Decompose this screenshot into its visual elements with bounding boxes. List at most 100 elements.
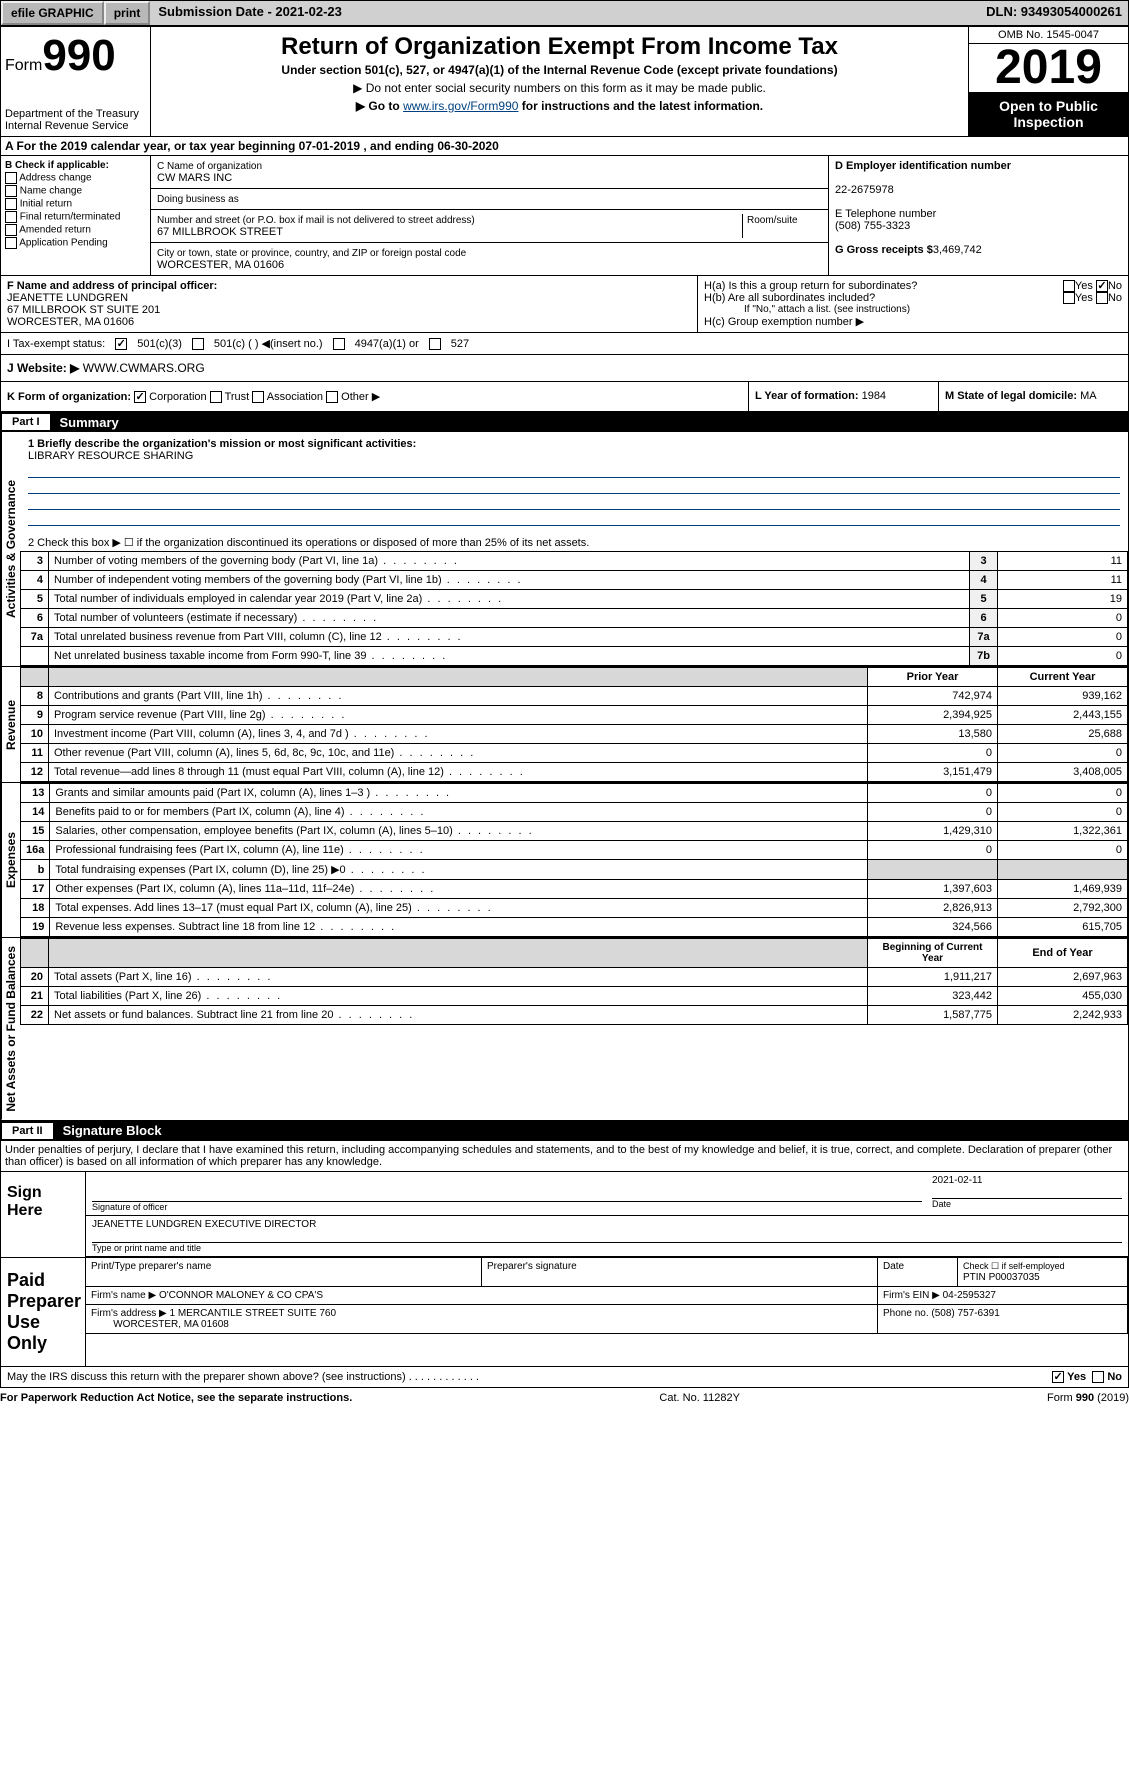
opt-address: Address change [19, 173, 91, 184]
vert-expenses: Expenses [1, 783, 20, 937]
tax-year: 2019 [969, 44, 1128, 92]
discuss-no[interactable] [1092, 1371, 1104, 1383]
gross-label: G Gross receipts $ [835, 244, 933, 256]
firm-addr: 1 MERCANTILE STREET SUITE 760 [170, 1308, 337, 1319]
part2-header: Part II Signature Block [0, 1121, 1129, 1141]
officer-addr1: 67 MILLBROOK ST SUITE 201 [7, 304, 160, 316]
chk-amended[interactable]: Amended return [5, 224, 146, 236]
footer-right: Form 990 (2019) [1047, 1392, 1129, 1404]
ha-no[interactable] [1096, 280, 1108, 292]
efile-button[interactable]: efile GRAPHIC [1, 1, 104, 25]
officer-name-title: JEANETTE LUNDGREN EXECUTIVE DIRECTOR [92, 1219, 316, 1230]
c-name-label: C Name of organization [157, 161, 262, 172]
chk-corp[interactable] [134, 391, 146, 403]
sign-here-label: Sign Here [1, 1172, 86, 1257]
firm-city: WORCESTER, MA 01608 [113, 1319, 229, 1330]
form-number: Form990 [5, 31, 146, 81]
date-label: Date [932, 1198, 1122, 1209]
dba-label: Doing business as [157, 194, 239, 205]
name-title-label: Type or print name and title [92, 1242, 1122, 1253]
officer-label: F Name and address of principal officer: [7, 280, 217, 292]
firm-phone-label: Phone no. [883, 1308, 929, 1319]
city-label: City or town, state or province, country… [157, 248, 466, 259]
prep-date-label: Date [878, 1258, 958, 1287]
form-990: 990 [42, 31, 115, 80]
section-j: J Website: ▶ WWW.CWMARS.ORG [0, 355, 1129, 382]
hb-label: H(b) Are all subordinates included? [704, 292, 875, 304]
part1-title: Summary [52, 413, 127, 432]
officer-sig-label: Signature of officer [92, 1201, 922, 1212]
print-button[interactable]: print [104, 1, 151, 25]
net-assets-table: Beginning of Current YearEnd of Year 20T… [20, 938, 1128, 1025]
section-i: I Tax-exempt status: 501(c)(3) 501(c) ( … [0, 333, 1129, 355]
chk-4947[interactable] [333, 338, 345, 350]
b-heading: B Check if applicable: [5, 160, 109, 171]
part2-title: Signature Block [55, 1121, 170, 1140]
ein-value: 22-2675978 [835, 184, 894, 196]
chk-assoc[interactable] [252, 391, 264, 403]
mission-label: 1 Briefly describe the organization's mi… [28, 438, 416, 450]
perjury-statement: Under penalties of perjury, I declare th… [0, 1141, 1129, 1172]
chk-address-change[interactable]: Address change [5, 172, 146, 184]
no-label2: No [1108, 292, 1122, 304]
chk-501c3[interactable] [115, 338, 127, 350]
chk-501c[interactable] [192, 338, 204, 350]
formation-year: 1984 [862, 390, 886, 402]
org-name: CW MARS INC [157, 172, 232, 184]
chk-other[interactable] [326, 391, 338, 403]
hb-yes[interactable] [1063, 292, 1075, 304]
part1-header: Part I Summary [0, 412, 1129, 432]
chk-initial[interactable]: Initial return [5, 198, 146, 210]
discuss-label: May the IRS discuss this return with the… [7, 1371, 406, 1383]
hb-no[interactable] [1096, 292, 1108, 304]
submission-date: Submission Date - 2021-02-23 [150, 1, 350, 25]
ein-label: D Employer identification number [835, 160, 1011, 172]
chk-527[interactable] [429, 338, 441, 350]
ha-label: H(a) Is this a group return for subordin… [704, 280, 917, 292]
phone-label: E Telephone number [835, 208, 936, 220]
vert-net-assets: Net Assets or Fund Balances [1, 938, 20, 1120]
discuss-yes[interactable] [1052, 1371, 1064, 1383]
domicile-state: MA [1080, 390, 1097, 402]
vert-governance: Activities & Governance [1, 432, 20, 666]
end-year-header: End of Year [998, 939, 1128, 968]
vert-revenue: Revenue [1, 667, 20, 782]
room-label: Room/suite [747, 215, 798, 226]
governance-table: 3Number of voting members of the governi… [20, 551, 1128, 666]
website-label: J Website: ▶ [7, 361, 79, 375]
tax-year-range: A For the 2019 calendar year, or tax yea… [5, 139, 499, 153]
note2-post: for instructions and the latest informat… [518, 99, 763, 113]
m-label: M State of legal domicile: [945, 390, 1077, 402]
hc-label: H(c) Group exemption number ▶ [704, 315, 1122, 328]
ptin-cell: Check ☐ if self-employed PTIN P00037035 [958, 1258, 1128, 1287]
firm-name: O'CONNOR MALONEY & CO CPA'S [159, 1290, 323, 1301]
chk-trust[interactable] [210, 391, 222, 403]
firm-ein-label: Firm's EIN ▶ [883, 1290, 940, 1301]
officer-name: JEANETTE LUNDGREN [7, 292, 128, 304]
note2-pre: ▶ Go to [356, 99, 403, 113]
city-state-zip: WORCESTER, MA 01606 [157, 259, 284, 271]
hb-note: If "No," attach a list. (see instruction… [704, 304, 1122, 315]
opt-pending: Application Pending [19, 238, 107, 249]
section-m: M State of legal domicile: MA [938, 382, 1128, 411]
chk-final[interactable]: Final return/terminated [5, 211, 146, 223]
chk-pending[interactable]: Application Pending [5, 237, 146, 249]
firm-name-cell: Firm's name ▶ O'CONNOR MALONEY & CO CPA'… [86, 1287, 878, 1305]
footer: For Paperwork Reduction Act Notice, see … [0, 1388, 1129, 1408]
firm-ein-cell: Firm's EIN ▶ 04-2595327 [878, 1287, 1128, 1305]
k-label: K Form of organization: [7, 391, 131, 403]
no-label: No [1108, 280, 1122, 292]
mission-value: LIBRARY RESOURCE SHARING [28, 450, 193, 462]
prior-year-header: Prior Year [868, 668, 998, 687]
prep-name-label: Print/Type preparer's name [86, 1258, 482, 1287]
revenue-table: Prior YearCurrent Year 8Contributions an… [20, 667, 1128, 782]
chk-name-change[interactable]: Name change [5, 185, 146, 197]
prep-sig-label: Preparer's signature [482, 1258, 878, 1287]
opt-trust: Trust [225, 391, 250, 403]
department: Department of the Treasury Internal Reve… [5, 108, 146, 132]
ha-yes[interactable] [1063, 280, 1075, 292]
sig-date: 2021-02-11 [932, 1175, 982, 1186]
gross-value: 3,469,742 [933, 244, 982, 256]
paid-preparer-label: Paid Preparer Use Only [1, 1258, 86, 1366]
irs-link[interactable]: www.irs.gov/Form990 [403, 99, 518, 113]
